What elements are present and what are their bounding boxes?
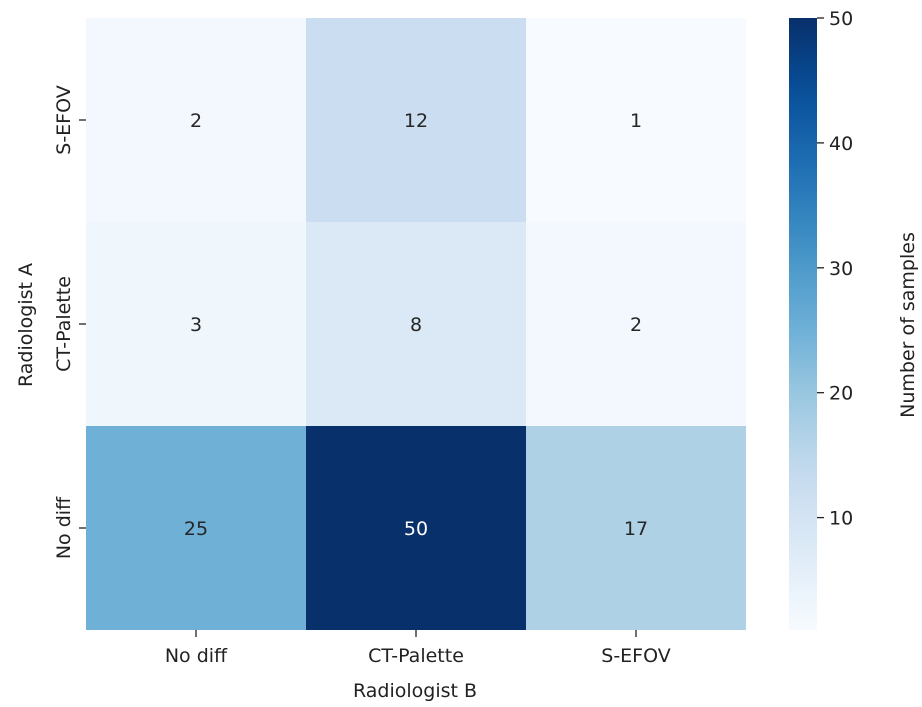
heatmap-cell	[306, 426, 526, 630]
colorbar	[789, 18, 817, 630]
cell-value-label: 8	[410, 314, 422, 336]
y-tick-label: CT-Palette	[53, 276, 75, 372]
y-axis-title: Radiologist A	[15, 263, 37, 387]
x-tick-label: S-EFOV	[601, 645, 670, 667]
cell-value-label: 3	[190, 314, 202, 336]
x-tick-label: No diff	[165, 645, 228, 667]
cell-value-label: 25	[184, 518, 208, 540]
heatmap-cell	[86, 18, 306, 222]
cell-value-label: 2	[190, 110, 202, 132]
heatmap-cell	[526, 426, 746, 630]
cell-value-label: 1	[630, 110, 642, 132]
y-tick-label: S-EFOV	[53, 85, 75, 154]
heatmap-cells: 2 12 1 3 8 2 25 50 17	[86, 18, 746, 630]
colorbar-tick-label: 10	[829, 508, 853, 530]
colorbar-tick-label: 40	[829, 133, 853, 155]
cell-value-label: 2	[630, 314, 642, 336]
heatmap-cell	[526, 18, 746, 222]
heatmap-cell	[306, 18, 526, 222]
cell-value-label: 50	[404, 518, 428, 540]
colorbar-title: Number of samples	[897, 232, 919, 418]
y-axis: S-EFOV CT-Palette No diff	[53, 85, 86, 559]
colorbar-tick-label: 50	[829, 8, 853, 30]
heatmap-cell	[86, 222, 306, 426]
y-tick-label: No diff	[53, 496, 75, 559]
colorbar-ticks: 10 20 30 40 50	[817, 8, 853, 530]
heatmap-cell	[526, 222, 746, 426]
heatmap-cell	[306, 222, 526, 426]
x-tick-label: CT-Palette	[368, 645, 464, 667]
colorbar-tick-label: 20	[829, 383, 853, 405]
colorbar-tick-label: 30	[829, 258, 853, 280]
cell-value-label: 17	[624, 518, 648, 540]
cell-value-label: 12	[404, 110, 428, 132]
x-axis: No diff CT-Palette S-EFOV	[165, 630, 671, 667]
x-axis-title: Radiologist B	[353, 680, 477, 702]
heatmap-cell	[86, 426, 306, 630]
